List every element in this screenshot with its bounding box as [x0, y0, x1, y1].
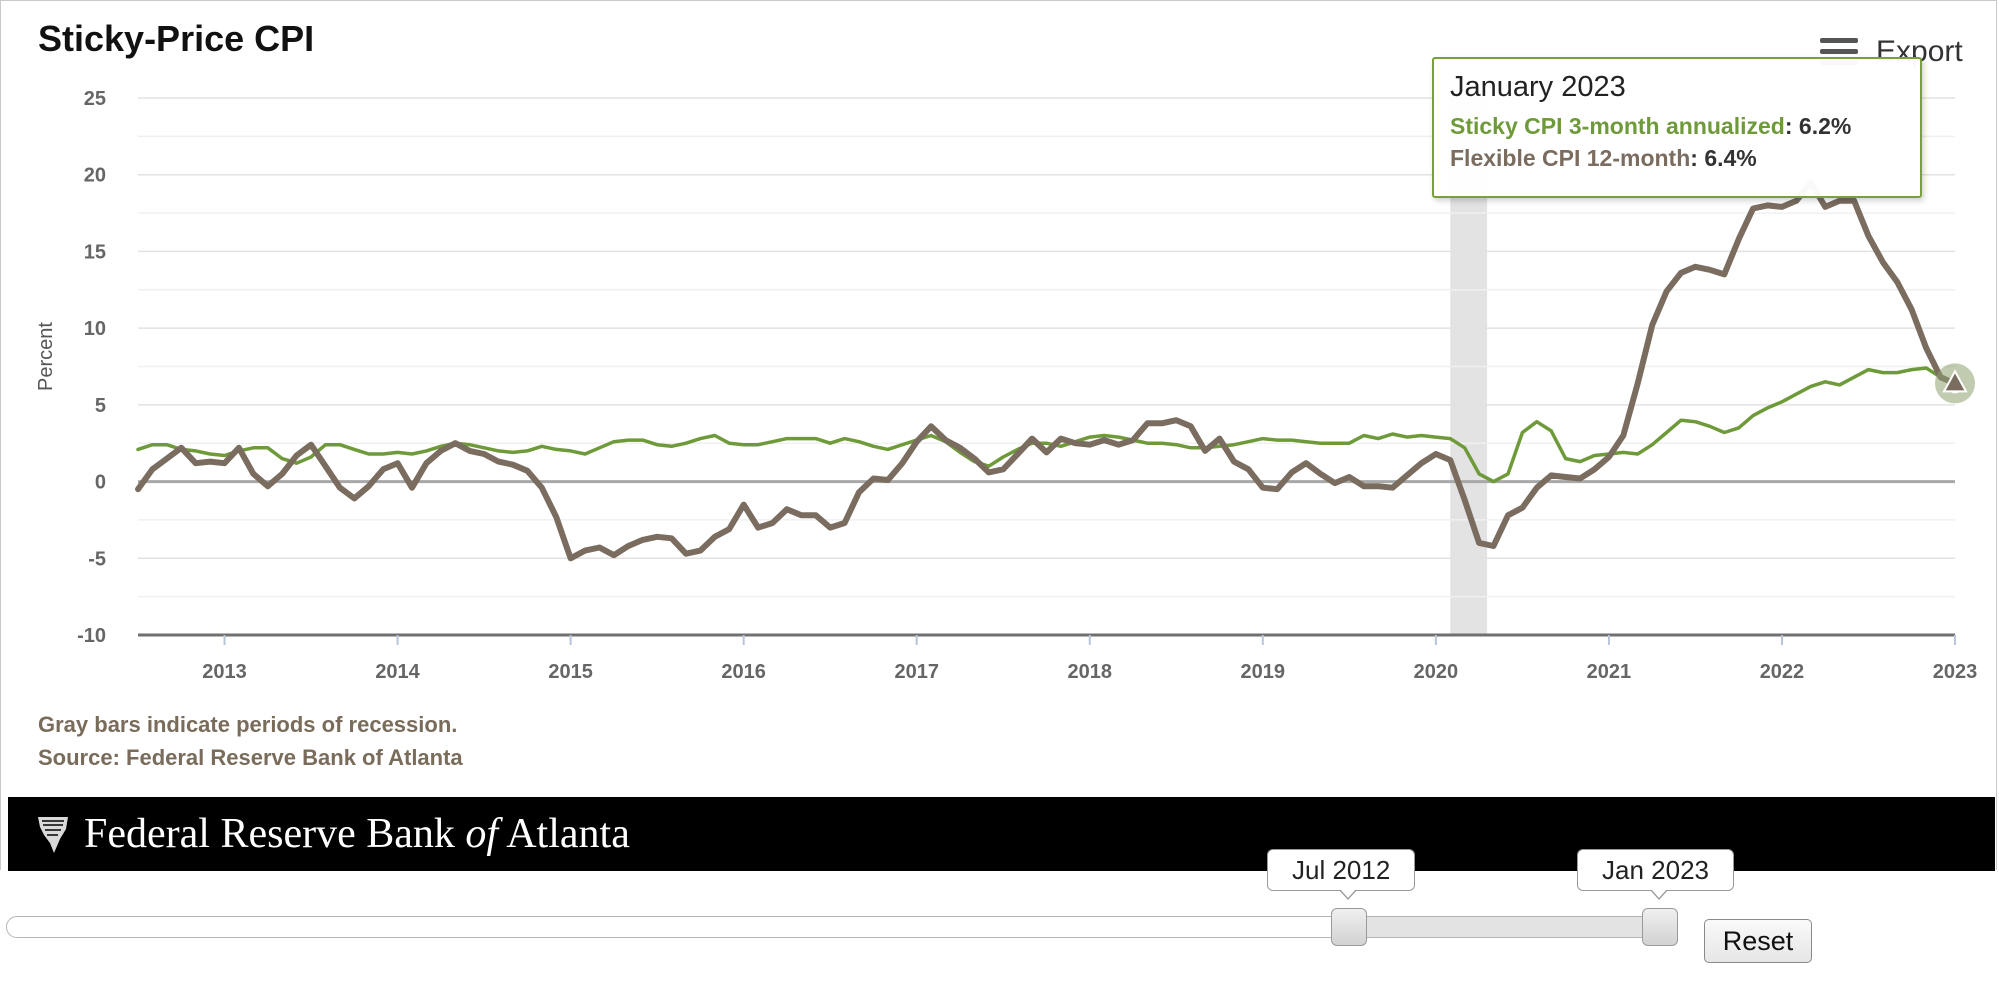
banner-text: Federal Reserve Bank of Atlanta	[84, 810, 630, 858]
y-tick-label: 25	[84, 88, 106, 110]
y-tick-label: -10	[77, 625, 106, 647]
x-tick-label: 2013	[202, 661, 247, 683]
y-tick-label: 10	[84, 318, 106, 340]
y-tick-label: -5	[88, 548, 106, 570]
slider-end-label: Jan 2023	[1577, 849, 1734, 891]
y-tick-label: 0	[95, 472, 106, 494]
x-tick-label: 2016	[721, 661, 766, 683]
source-footnote: Source: Federal Reserve Bank of Atlanta	[38, 745, 463, 770]
x-tick-label: 2023	[1933, 661, 1978, 683]
y-tick-label: 15	[84, 241, 106, 263]
chart-plot: -10 -5 0 5 10 15 20 25 Percent 2013 2014 2015 2016 20…	[35, 88, 1978, 683]
y-axis-label: Percent	[35, 322, 57, 391]
eagle-seal-icon	[38, 817, 68, 853]
reset-button[interactable]: Reset	[1704, 919, 1812, 963]
date-range-slider[interactable]	[6, 906, 1678, 1002]
slider-selected-range[interactable]	[1353, 917, 1664, 937]
tooltip-series-name: Sticky CPI 3-month annualized	[1450, 113, 1785, 139]
y-tick-label: 20	[84, 165, 106, 187]
x-tick-label: 2018	[1068, 661, 1113, 683]
recession-footnote: Gray bars indicate periods of recession.	[38, 712, 458, 737]
flexible-cpi-line	[135, 179, 1958, 562]
slider-start-handle[interactable]	[1331, 908, 1367, 946]
slider-start-label: Jul 2012	[1267, 849, 1416, 891]
sticky-cpi-line	[136, 366, 1957, 484]
banner-text-pre: Federal Reserve Bank	[84, 811, 466, 857]
tooltip-series-name: Flexible CPI 12-month	[1450, 145, 1691, 171]
banner-logo: Federal Reserve Bank of Atlanta	[36, 810, 630, 858]
tooltip-row-sticky: Sticky CPI 3-month annualized: 6.2%	[1450, 113, 1852, 139]
banner-text-of: of	[465, 811, 499, 857]
chart-tooltip: January 2023 Sticky CPI 3-month annualiz…	[1432, 57, 1922, 198]
x-tick-label: 2022	[1760, 661, 1805, 683]
tooltip-row-flexible: Flexible CPI 12-month: 6.4%	[1450, 145, 1757, 171]
tooltip-series-value: 6.2%	[1798, 113, 1852, 139]
slider-end-handle[interactable]	[1642, 908, 1678, 946]
chart-title: Sticky-Price CPI	[38, 18, 315, 59]
tooltip-date: January 2023	[1450, 71, 1626, 103]
y-tick-label: 5	[95, 395, 106, 417]
x-tick-label: 2021	[1587, 661, 1632, 683]
x-tick-label: 2019	[1241, 661, 1286, 683]
chart-frame	[0, 0, 1997, 870]
flexible-cpi-marker	[1942, 369, 1968, 393]
x-tick-label: 2014	[375, 661, 420, 683]
tooltip-series-value: 6.4%	[1704, 145, 1757, 171]
slider-start-label-pointer	[1339, 889, 1357, 900]
x-tick-label: 2020	[1414, 661, 1459, 683]
slider-end-label-pointer	[1650, 889, 1668, 900]
banner-text-post: Atlanta	[498, 811, 630, 857]
x-tick-label: 2015	[548, 661, 593, 683]
x-tick-label: 2017	[894, 661, 939, 683]
